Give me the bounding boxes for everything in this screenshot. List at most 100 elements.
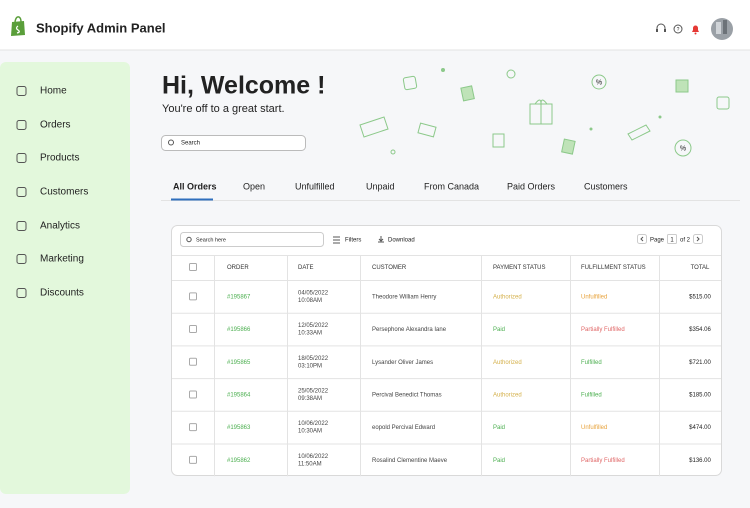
table-search[interactable]	[180, 232, 324, 247]
sidebar	[0, 62, 130, 494]
column-header: FULFILLMENT STATUS	[581, 265, 646, 271]
customer-name: Percival Benedict Thomas	[372, 393, 442, 399]
order-time: 09:38AM	[298, 396, 322, 402]
payment-status: Authorized	[493, 294, 522, 300]
search-icon	[168, 139, 174, 146]
customer-name: Lysander Oliver James	[372, 360, 433, 366]
nav-icon	[16, 153, 27, 163]
order-id[interactable]: #195865	[227, 360, 251, 366]
select-all-checkbox[interactable]	[189, 263, 197, 271]
search-icon	[186, 236, 192, 243]
avatar[interactable]	[711, 18, 733, 40]
order-time: 03:10PM	[298, 363, 322, 369]
page-input[interactable]	[667, 234, 677, 244]
tab[interactable]: Open	[243, 181, 265, 191]
order-date: 18/05/2022	[298, 356, 329, 362]
tab[interactable]: Customers	[584, 181, 628, 191]
filters-icon	[333, 236, 340, 244]
customer-name: Rosalind Clementine Maeve	[372, 458, 448, 464]
nav-icon	[16, 288, 27, 298]
nav-item[interactable]: Discounts	[40, 288, 84, 299]
welcome-search-placeholder: Search	[181, 141, 200, 147]
order-total: $721.00	[689, 360, 711, 366]
nav-item[interactable]: Customers	[40, 187, 88, 198]
svg-text:?: ?	[677, 27, 680, 33]
fulfillment-status: Unfulfilled	[581, 425, 607, 431]
payment-status: Paid	[493, 425, 505, 431]
filters-button[interactable]: Filters	[345, 238, 361, 244]
column-header: TOTAL	[691, 265, 710, 271]
nav-item[interactable]: Home	[40, 86, 67, 97]
tab[interactable]: From Canada	[424, 181, 479, 191]
fulfillment-status: Fulfilled	[581, 393, 602, 399]
svg-text:%: %	[680, 145, 686, 152]
nav-icon	[16, 120, 27, 130]
help-icon[interactable]: ?	[673, 24, 683, 34]
order-id[interactable]: #195866	[227, 327, 251, 333]
row-checkbox[interactable]	[189, 357, 197, 366]
column-header: PAYMENT STATUS	[493, 265, 545, 271]
row-checkbox[interactable]	[189, 325, 197, 334]
order-time: 11:50AM	[298, 461, 322, 467]
nav-icon	[16, 254, 27, 264]
download-button[interactable]: Download	[388, 238, 415, 244]
order-time: 10:30AM	[298, 429, 322, 435]
row-checkbox[interactable]	[189, 292, 197, 301]
nav-item[interactable]: Marketing	[40, 254, 84, 265]
order-total: $474.00	[689, 425, 711, 431]
nav-item[interactable]: Analytics	[40, 221, 80, 232]
prev-page-button[interactable]	[637, 234, 647, 244]
top-bar	[0, 0, 750, 50]
order-id[interactable]: #195863	[227, 425, 251, 431]
fulfillment-status: Partially Fulfilled	[581, 458, 625, 464]
fulfillment-status: Unfulfilled	[581, 294, 607, 300]
payment-status: Authorized	[493, 393, 522, 399]
page-number: 1	[670, 238, 674, 244]
tab[interactable]: Unpaid	[366, 181, 395, 191]
row-checkbox[interactable]	[189, 390, 197, 399]
tab[interactable]: All Orders	[173, 181, 217, 191]
order-time: 10:33AM	[298, 331, 322, 337]
order-date: 12/05/2022	[298, 323, 329, 329]
nav-item[interactable]: Products	[40, 153, 79, 164]
order-id[interactable]: #195867	[227, 294, 251, 300]
customer-name: Theodore William Henry	[372, 294, 436, 300]
order-id[interactable]: #195864	[227, 393, 251, 399]
welcome-subtitle: You're off to a great start.	[162, 103, 285, 115]
fulfillment-status: Partially Fulfilled	[581, 327, 625, 333]
page-total: of 2	[680, 238, 691, 244]
support-icon[interactable]	[656, 23, 666, 32]
next-page-button[interactable]	[693, 234, 703, 244]
order-time: 10:08AM	[298, 298, 322, 304]
order-total: $354.06	[689, 327, 711, 333]
notification-icon[interactable]	[692, 25, 699, 35]
fulfillment-status: Fulfilled	[581, 360, 602, 366]
nav-item[interactable]: Orders	[40, 120, 71, 131]
order-date: 04/05/2022	[298, 290, 329, 296]
order-date: 10/06/2022	[298, 454, 329, 460]
row-checkbox[interactable]	[189, 423, 197, 432]
order-total: $136.00	[689, 458, 711, 464]
orders-card	[171, 225, 722, 476]
nav-icon	[16, 86, 27, 96]
next-icon	[696, 236, 700, 242]
tab[interactable]: Paid Orders	[507, 181, 556, 191]
page-label: Page	[650, 238, 665, 244]
column-header: ORDER	[227, 265, 249, 271]
svg-text:%: %	[596, 79, 602, 86]
order-id[interactable]: #195862	[227, 458, 251, 464]
order-total: $185.00	[689, 393, 711, 399]
nav-icon	[16, 221, 27, 231]
tab[interactable]: Unfulfilled	[295, 181, 335, 191]
order-date: 10/06/2022	[298, 421, 329, 427]
active-tab-indicator	[171, 198, 213, 201]
order-total: $515.00	[689, 294, 711, 300]
column-header: CUSTOMER	[372, 265, 407, 271]
table-search-placeholder: Search here	[196, 237, 226, 243]
order-date: 25/05/2022	[298, 389, 329, 395]
welcome-search[interactable]	[161, 135, 306, 151]
row-checkbox[interactable]	[189, 455, 197, 464]
